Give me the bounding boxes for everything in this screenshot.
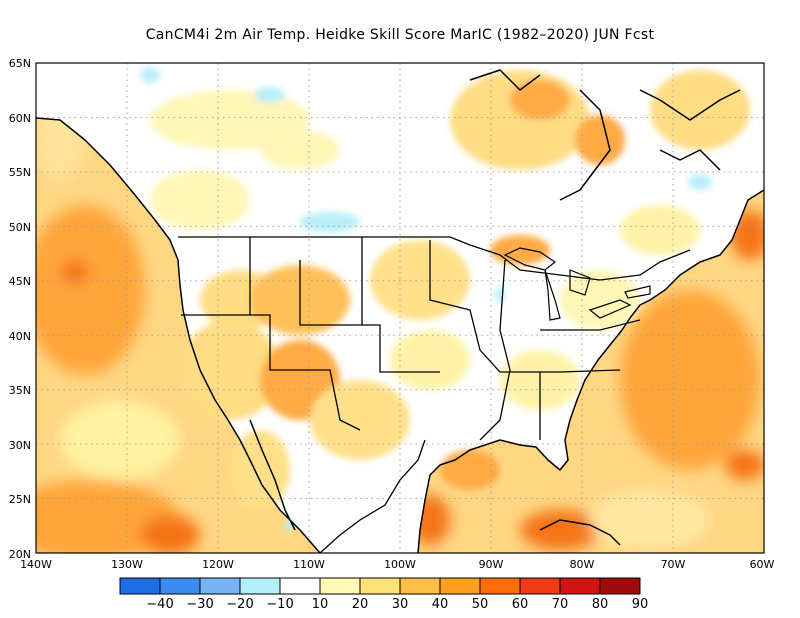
colorbar-swatch (519, 577, 561, 595)
colorbar-swatch (479, 577, 521, 595)
lon-label: 140W (20, 558, 52, 571)
longitude-axis: 140W 130W 120W 110W 100W 90W 80W 70W 60W (20, 558, 774, 571)
lat-label: 50N (9, 221, 31, 234)
colorbar-swatch (159, 577, 201, 595)
colorbar-label: 40 (432, 597, 449, 612)
colorbar-label: 80 (592, 597, 609, 612)
colorbar-label: 10 (312, 597, 329, 612)
colorbar-label: 20 (352, 597, 369, 612)
lat-label: 20N (9, 548, 31, 561)
lon-label: 60W (750, 558, 775, 571)
colorbar-swatch (359, 577, 401, 595)
coastline (36, 69, 764, 553)
lat-label: 35N (9, 384, 31, 397)
lon-label: 110W (293, 558, 325, 571)
colorbar-swatch (439, 577, 481, 595)
graticule (36, 63, 764, 553)
lon-label: 90W (479, 558, 504, 571)
map-plot-area (36, 63, 764, 553)
colorbar-swatch (119, 577, 161, 595)
border-lines (178, 236, 691, 553)
colorbar-label: 30 (392, 597, 409, 612)
colorbar-swatch (559, 577, 601, 595)
colorbar-label: 60 (512, 597, 529, 612)
colorbar-swatch (239, 577, 281, 595)
lat-label: 60N (9, 112, 31, 125)
colorbar-swatch (399, 577, 441, 595)
colorbar-label: 70 (552, 597, 569, 612)
colorbar-swatch (279, 577, 321, 595)
land-skill-shading (140, 67, 750, 530)
lat-label: 40N (9, 330, 31, 343)
colorbar-label: 50 (472, 597, 489, 612)
chart-title: CanCM4i 2m Air Temp. Heidke Skill Score … (145, 27, 655, 43)
latitude-axis: 65N 60N 55N 50N 45N 40N 35N 30N 25N 20N (9, 57, 31, 561)
colorbar-label: −40 (146, 597, 173, 612)
colorbar-label: −30 (186, 597, 213, 612)
pacific-high-skill-region (36, 205, 145, 375)
map-frame (35, 62, 765, 554)
lon-label: 130W (111, 558, 143, 571)
lat-label: 55N (9, 166, 31, 179)
colorbar-label: −20 (226, 597, 253, 612)
lat-label: 65N (9, 57, 31, 70)
colorbar-swatch (599, 577, 641, 595)
colorbar-label: −10 (266, 597, 293, 612)
colorbar: −40 −30 −20 −10 10 20 30 40 50 60 70 80 90 (119, 577, 649, 612)
colorbar-swatch (199, 577, 241, 595)
lon-label: 100W (384, 558, 416, 571)
lon-label: 120W (202, 558, 234, 571)
colorbar-label: 90 (632, 597, 649, 612)
lon-label: 70W (661, 558, 686, 571)
lon-label: 80W (570, 558, 595, 571)
great-lakes (503, 247, 651, 321)
lat-label: 45N (9, 275, 31, 288)
lat-label: 25N (9, 493, 31, 506)
lat-label: 30N (9, 439, 31, 452)
colorbar-swatch (319, 577, 361, 595)
